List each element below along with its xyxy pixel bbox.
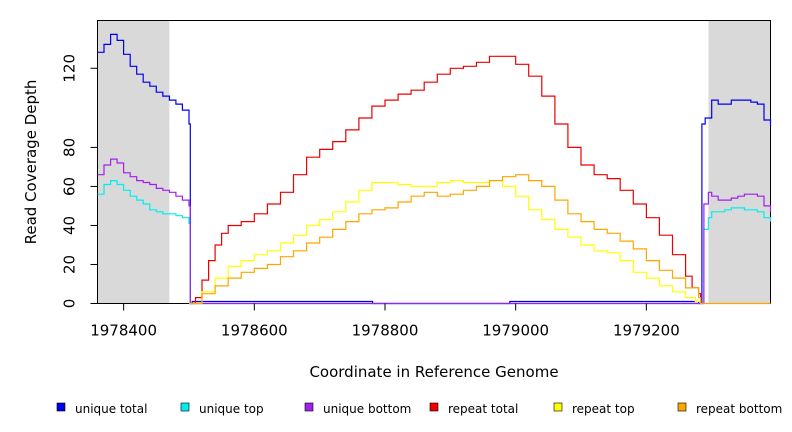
series-line-unique-total	[97, 33, 772, 305]
series-line-unique-bottom	[97, 158, 772, 305]
legend-label: unique bottom	[323, 402, 411, 416]
legend-swatch-repeat-top	[553, 402, 563, 412]
y-tick-label: 20	[61, 255, 79, 274]
legend-swatch-repeat-bottom	[677, 402, 687, 412]
x-tick-label: 1979000	[482, 322, 549, 340]
y-tick-label: 40	[61, 216, 79, 235]
x-tick-label: 1978600	[221, 322, 288, 340]
legend: unique total unique top unique bottom repea…	[56, 402, 782, 416]
shaded-region-1	[708, 20, 771, 304]
legend-swatch-unique-bottom	[304, 402, 314, 412]
series-line-repeat-bottom	[189, 174, 771, 305]
legend-label: repeat bottom	[696, 402, 782, 416]
y-tick-label: 80	[61, 138, 79, 157]
x-tick-label: 1979200	[613, 322, 680, 340]
x-axis-title: Coordinate in Reference Genome	[309, 363, 558, 381]
legend-swatch-repeat-total	[429, 402, 439, 412]
y-axis-ticks: 0 20 40 60 80 120	[61, 54, 98, 308]
legend-swatch-unique-total	[56, 402, 66, 412]
x-tick-label: 1978800	[352, 322, 419, 340]
series-line-repeat-total	[189, 55, 702, 305]
y-tick-label: 120	[61, 54, 79, 83]
x-tick-label: 1978400	[90, 322, 157, 340]
y-axis-title: Read Coverage Depth	[22, 80, 40, 245]
plot-frame	[97, 20, 771, 304]
x-axis-ticks: 1978400 1978600 1978800 1979000 1979200	[90, 303, 680, 340]
legend-label: unique total	[75, 402, 147, 416]
y-tick-label: 0	[61, 299, 79, 309]
legend-label: unique top	[199, 402, 264, 416]
series-line-repeat-top	[189, 180, 702, 305]
legend-label: repeat top	[572, 402, 635, 416]
legend-label: repeat total	[448, 402, 518, 416]
legend-swatch-unique-top	[180, 402, 190, 412]
series-line-unique-top	[97, 180, 772, 305]
shaded-region-0	[97, 20, 170, 304]
series-lines	[97, 33, 772, 305]
y-tick-label: 60	[61, 177, 79, 196]
shaded-regions	[97, 20, 771, 304]
